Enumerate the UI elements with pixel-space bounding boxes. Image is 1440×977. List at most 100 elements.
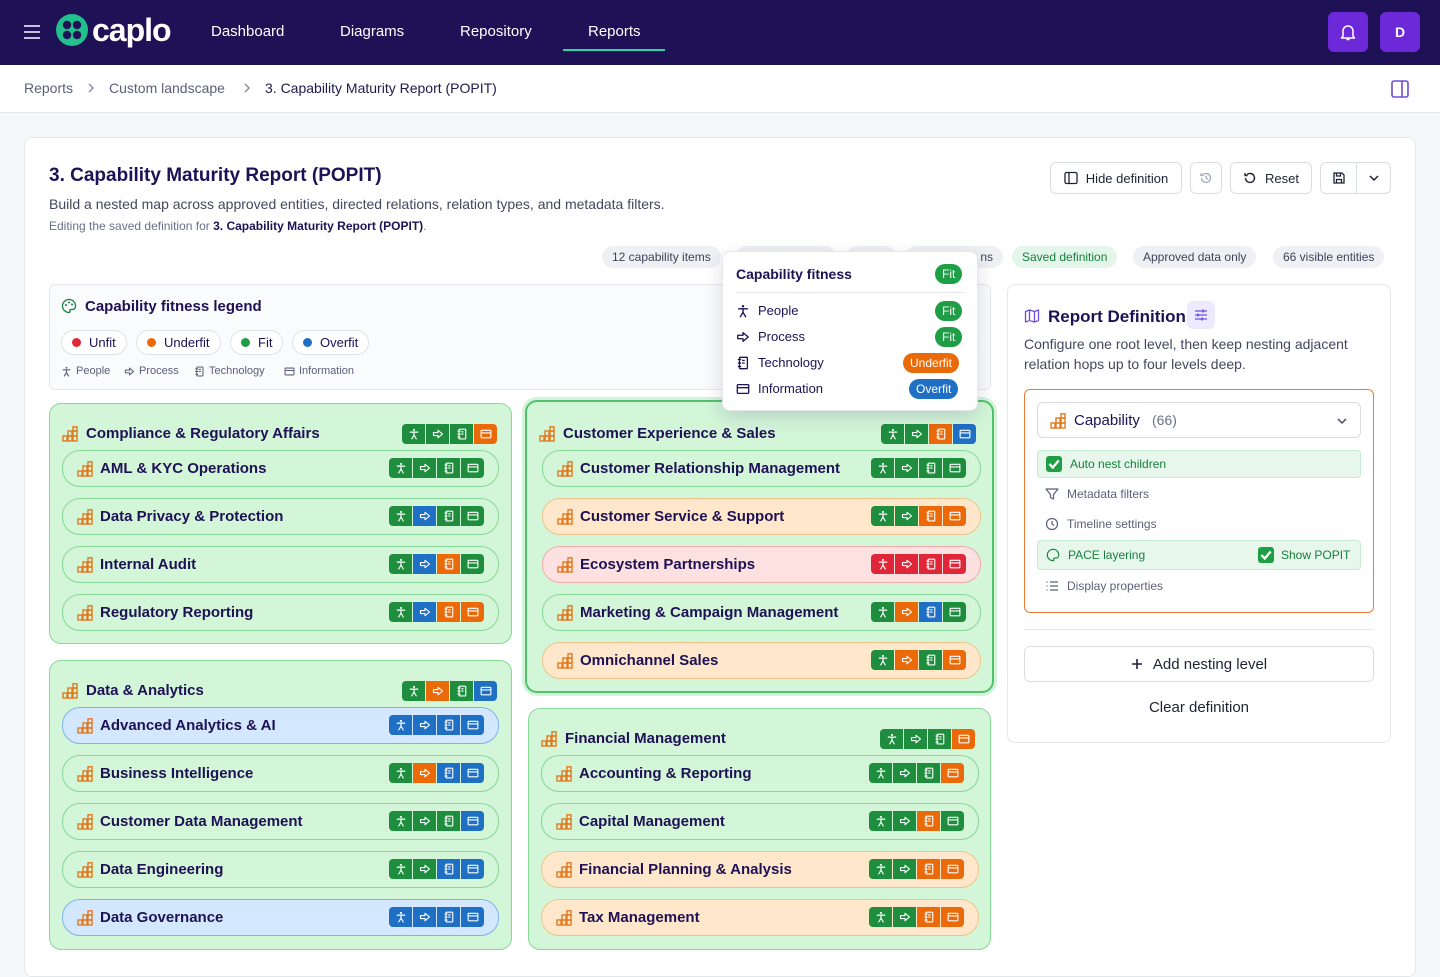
capability-item[interactable]: Marketing & Campaign Management [542, 594, 981, 631]
add-nesting-level-button[interactable]: Add nesting level [1024, 646, 1374, 682]
capability-item[interactable]: Omnichannel Sales [542, 642, 981, 679]
popit-badge-process[interactable] [413, 458, 436, 478]
logo[interactable]: caplo [56, 14, 172, 46]
capability-item[interactable]: Data Privacy & Protection [62, 498, 499, 535]
clear-definition-button[interactable]: Clear definition [1148, 699, 1250, 716]
popit-fitness-badges[interactable] [389, 811, 484, 831]
breadcrumb-custom-landscape[interactable]: Custom landscape [109, 80, 225, 96]
popit-badge-people[interactable] [869, 811, 892, 831]
popit-badge-information[interactable] [941, 859, 964, 879]
popit-badge-process[interactable] [895, 458, 918, 478]
tab-dashboard[interactable]: Dashboard [211, 23, 285, 40]
popit-badge-information[interactable] [474, 681, 497, 701]
capability-item[interactable]: Business Intelligence [62, 755, 499, 792]
capability-group[interactable]: Financial Management Accounting & Reporti… [528, 708, 991, 950]
notifications-button[interactable] [1328, 12, 1368, 52]
capability-item[interactable]: Data Engineering [62, 851, 499, 888]
popit-badge-technology[interactable] [919, 602, 942, 622]
popit-badge-process[interactable] [895, 506, 918, 526]
popit-badge-information[interactable] [461, 506, 484, 526]
popit-badge-information[interactable] [952, 729, 975, 749]
popit-badge-process[interactable] [413, 554, 436, 574]
popit-badge-people[interactable] [389, 602, 412, 622]
popit-badge-people[interactable] [871, 506, 894, 526]
popit-badge-information[interactable] [941, 907, 964, 927]
metadata-filters-option[interactable]: Metadata filters [1037, 480, 1361, 508]
popit-badge-information[interactable] [474, 424, 497, 444]
capability-item[interactable]: Internal Audit [62, 546, 499, 583]
capability-item[interactable]: Ecosystem Partnerships [542, 546, 981, 583]
popit-badge-information[interactable] [461, 811, 484, 831]
popit-badge-process[interactable] [905, 424, 928, 444]
popit-badge-information[interactable] [943, 602, 966, 622]
popit-badge-technology[interactable] [437, 859, 460, 879]
auto-nest-option[interactable]: Auto nest children [1037, 450, 1361, 478]
popit-badge-people[interactable] [402, 424, 425, 444]
popit-badge-process[interactable] [413, 763, 436, 783]
popit-badge-information[interactable] [943, 458, 966, 478]
capability-item[interactable]: Data Governance [62, 899, 499, 936]
popit-fitness-badges[interactable] [869, 907, 964, 927]
popit-badge-people[interactable] [389, 715, 412, 735]
popit-badge-information[interactable] [941, 811, 964, 831]
popit-badge-process[interactable] [426, 424, 449, 444]
popit-badge-information[interactable] [461, 602, 484, 622]
popit-badge-process[interactable] [426, 681, 449, 701]
capability-item[interactable]: Accounting & Reporting [541, 755, 979, 792]
popit-fitness-badges[interactable] [389, 458, 484, 478]
popit-badge-technology[interactable] [917, 907, 940, 927]
popit-badge-people[interactable] [389, 907, 412, 927]
popit-badge-technology[interactable] [929, 424, 952, 444]
capability-item[interactable]: Tax Management [541, 899, 979, 936]
popit-fitness-badges[interactable] [881, 424, 976, 444]
popit-fitness-badges[interactable] [389, 763, 484, 783]
pace-layering-option[interactable]: PACE layering Show POPIT [1037, 540, 1361, 570]
popit-fitness-badges[interactable] [402, 681, 497, 701]
capability-group[interactable]: Compliance & Regulatory Affairs AML & KYC… [49, 403, 512, 644]
popit-badge-process[interactable] [895, 650, 918, 670]
popit-badge-technology[interactable] [919, 554, 942, 574]
hide-definition-button[interactable]: Hide definition [1050, 162, 1182, 194]
popit-badge-technology[interactable] [928, 729, 951, 749]
popit-badge-people[interactable] [389, 859, 412, 879]
popit-badge-technology[interactable] [917, 859, 940, 879]
capability-item[interactable]: Regulatory Reporting [62, 594, 499, 631]
popit-badge-technology[interactable] [437, 602, 460, 622]
popit-badge-people[interactable] [871, 554, 894, 574]
popit-badge-technology[interactable] [917, 763, 940, 783]
popit-fitness-badges[interactable] [389, 506, 484, 526]
popit-badge-process[interactable] [895, 602, 918, 622]
popit-badge-technology[interactable] [437, 506, 460, 526]
popit-badge-technology[interactable] [437, 811, 460, 831]
capability-item[interactable]: AML & KYC Operations [62, 450, 499, 487]
popit-badge-information[interactable] [461, 859, 484, 879]
breadcrumb-reports[interactable]: Reports [24, 80, 74, 96]
popit-badge-people[interactable] [389, 458, 412, 478]
tab-reports[interactable]: Reports [563, 23, 664, 51]
popit-badge-people[interactable] [871, 602, 894, 622]
capability-item[interactable]: Capital Management [541, 803, 979, 840]
popit-badge-technology[interactable] [437, 763, 460, 783]
popit-badge-information[interactable] [461, 907, 484, 927]
popit-badge-technology[interactable] [437, 907, 460, 927]
capability-item[interactable]: Financial Planning & Analysis [541, 851, 979, 888]
display-properties-option[interactable]: Display properties [1037, 572, 1361, 600]
popit-badge-technology[interactable] [437, 715, 460, 735]
capability-group[interactable]: Data & Analytics Advanced Analytics & AI B… [49, 660, 512, 950]
popit-fitness-badges[interactable] [871, 602, 966, 622]
popit-badge-process[interactable] [893, 907, 916, 927]
popit-badge-people[interactable] [880, 729, 903, 749]
popit-badge-people[interactable] [869, 763, 892, 783]
popit-badge-process[interactable] [904, 729, 927, 749]
popit-fitness-badges[interactable] [389, 602, 484, 622]
popit-badge-information[interactable] [943, 650, 966, 670]
auto-nest-checkbox[interactable] [1046, 456, 1062, 472]
reset-button[interactable]: Reset [1230, 162, 1312, 194]
popit-badge-information[interactable] [461, 715, 484, 735]
popit-badge-technology[interactable] [437, 554, 460, 574]
definition-settings-button[interactable] [1187, 301, 1215, 329]
popit-badge-technology[interactable] [917, 811, 940, 831]
capability-item[interactable]: Customer Data Management [62, 803, 499, 840]
tab-diagrams[interactable]: Diagrams [340, 23, 405, 40]
user-avatar-button[interactable]: D [1380, 12, 1420, 52]
